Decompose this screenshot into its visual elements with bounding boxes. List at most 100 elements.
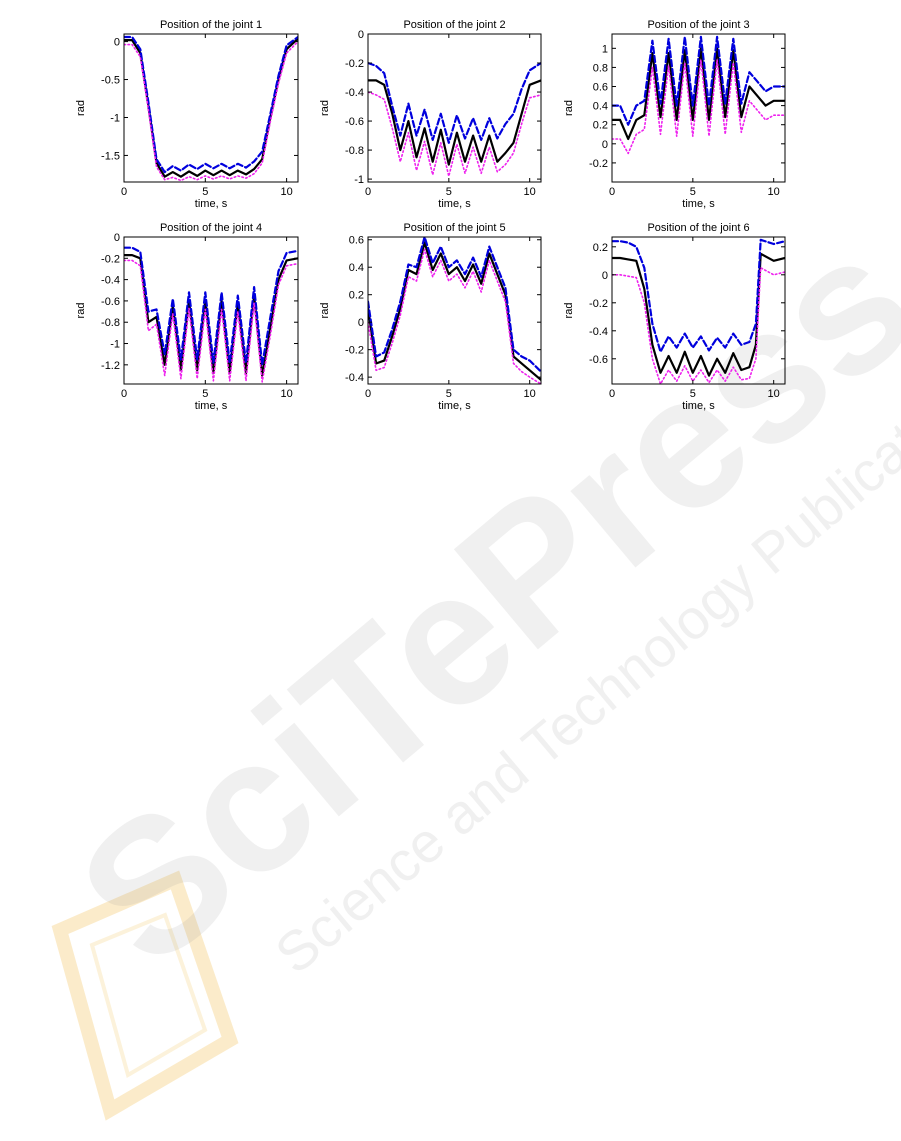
plot-area [124, 246, 298, 383]
x-axis-label: time, s [682, 400, 715, 412]
x-tick-label: 5 [202, 186, 208, 198]
y-tick-label: -1.5 [101, 150, 120, 162]
y-tick-label: -0.2 [589, 158, 608, 170]
series-line-dotted [124, 40, 298, 182]
y-tick-label: -0.4 [589, 326, 608, 338]
y-tick-label: -0.5 [101, 75, 120, 87]
series-line-dashed [612, 35, 785, 126]
y-tick-label: 0.2 [349, 290, 364, 302]
series-line-dashed [612, 238, 785, 353]
y-tick-label: 0 [114, 232, 120, 244]
y-tick-label: -0.2 [101, 253, 120, 265]
y-axis-label: rad [319, 303, 331, 319]
y-tick-label: -0.4 [345, 87, 364, 99]
x-tick-label: 5 [446, 388, 452, 400]
chart-joint-1: 0 5 10 -1.5 -1 -0.5 0 Position of the joint 1 ti… [75, 19, 299, 210]
plot-area [368, 61, 541, 177]
y-tick-label: -0.2 [345, 58, 364, 70]
x-tick-label: 10 [280, 186, 292, 198]
series-line-dashed [368, 237, 541, 373]
chart-title: Position of the joint 4 [160, 222, 262, 234]
chart-title: Position of the joint 1 [160, 19, 262, 31]
x-axis-label: time, s [682, 198, 715, 210]
series-line-dashed [124, 246, 298, 366]
chart-joint-3: 0 5 10 -0.2 0 0.2 0.4 0.6 0.8 1 Position of the jo… [563, 19, 786, 210]
y-tick-label: -0.8 [101, 317, 120, 329]
y-tick-label: -0.2 [589, 298, 608, 310]
x-tick-label: 10 [524, 388, 536, 400]
x-axis-label: time, s [195, 400, 228, 412]
y-axis-label: rad [319, 100, 331, 116]
x-axis-label: time, s [438, 400, 471, 412]
y-tick-label: 0 [358, 29, 364, 41]
series-line-dashed [124, 35, 298, 174]
y-tick-label: 0.4 [349, 262, 364, 274]
series-line-solid [612, 47, 785, 141]
watermark-logo-mark [51, 870, 239, 1121]
y-tick-label: -0.4 [101, 275, 120, 287]
y-tick-label: 0.2 [593, 120, 608, 132]
y-tick-label: 0.8 [593, 62, 608, 74]
y-tick-label: 1 [602, 43, 608, 55]
y-tick-label: 0.6 [593, 82, 608, 94]
plot-area [612, 35, 785, 155]
x-tick-label: 0 [365, 186, 371, 198]
y-tick-label: 0.4 [593, 101, 608, 113]
x-tick-label: 0 [121, 186, 127, 198]
series-line-solid [612, 252, 785, 377]
x-tick-label: 5 [446, 186, 452, 198]
series-line-dotted [368, 91, 541, 177]
axes-box [611, 236, 786, 385]
axes-box [367, 33, 542, 183]
x-axis-label: time, s [195, 198, 228, 210]
y-tick-label: 0 [602, 270, 608, 282]
y-tick-label: -1 [110, 339, 120, 351]
series-line-dotted [124, 259, 298, 383]
y-tick-label: -0.6 [589, 354, 608, 366]
x-tick-label: 0 [365, 388, 371, 400]
chart-joint-4: 0 5 10 -1.2 -1 -0.8 -0.6 -0.4 -0.2 0 Position of t… [75, 222, 299, 412]
series-line-dashed [368, 61, 541, 144]
axes-box [123, 236, 299, 385]
y-tick-label: 0 [114, 37, 120, 49]
y-tick-label: -0.4 [345, 372, 364, 384]
y-tick-label: 0 [602, 139, 608, 151]
x-tick-label: 10 [768, 186, 780, 198]
chart-title: Position of the joint 3 [647, 19, 749, 31]
y-tick-label: -0.8 [345, 145, 364, 157]
watermark-tagline: Science and Technology Publications [263, 344, 901, 986]
x-tick-label: 10 [524, 186, 536, 198]
series-line-dotted [612, 266, 785, 384]
chart-joint-5: 0 5 10 -0.4 -0.2 0 0.2 0.4 0.6 Position of the jo… [319, 222, 542, 412]
plot-area [124, 35, 298, 182]
x-tick-label: 5 [202, 388, 208, 400]
y-tick-label: -1 [110, 112, 120, 124]
chart-joint-2: 0 5 10 -1 -0.8 -0.6 -0.4 -0.2 0 Position of the j… [319, 19, 542, 210]
y-tick-label: 0.2 [593, 242, 608, 254]
y-tick-label: -1.2 [101, 360, 120, 372]
x-axis-label: time, s [438, 198, 471, 210]
y-tick-label: -1 [354, 174, 364, 186]
plot-area [612, 238, 785, 384]
y-tick-label: -0.6 [345, 116, 364, 128]
x-tick-label: 10 [280, 388, 292, 400]
axes-box [123, 33, 299, 183]
x-tick-label: 0 [609, 388, 615, 400]
axes-box [367, 236, 542, 385]
chart-title: Position of the joint 2 [403, 19, 505, 31]
y-tick-label: 0.6 [349, 235, 364, 247]
y-tick-label: 0 [358, 317, 364, 329]
chart-title: Position of the joint 6 [647, 222, 749, 234]
y-tick-label: -0.2 [345, 345, 364, 357]
x-tick-label: 5 [690, 186, 696, 198]
x-tick-label: 0 [121, 388, 127, 400]
series-line-dotted [368, 248, 541, 384]
chart-joint-6: 0 5 10 -0.6 -0.4 -0.2 0 0.2 Position of the join… [563, 222, 786, 412]
y-axis-label: rad [75, 100, 87, 116]
chart-title: Position of the joint 5 [403, 222, 505, 234]
y-tick-label: -0.6 [101, 296, 120, 308]
axes-box [611, 33, 786, 183]
plot-area [368, 237, 541, 384]
series-line-dotted [612, 58, 785, 155]
